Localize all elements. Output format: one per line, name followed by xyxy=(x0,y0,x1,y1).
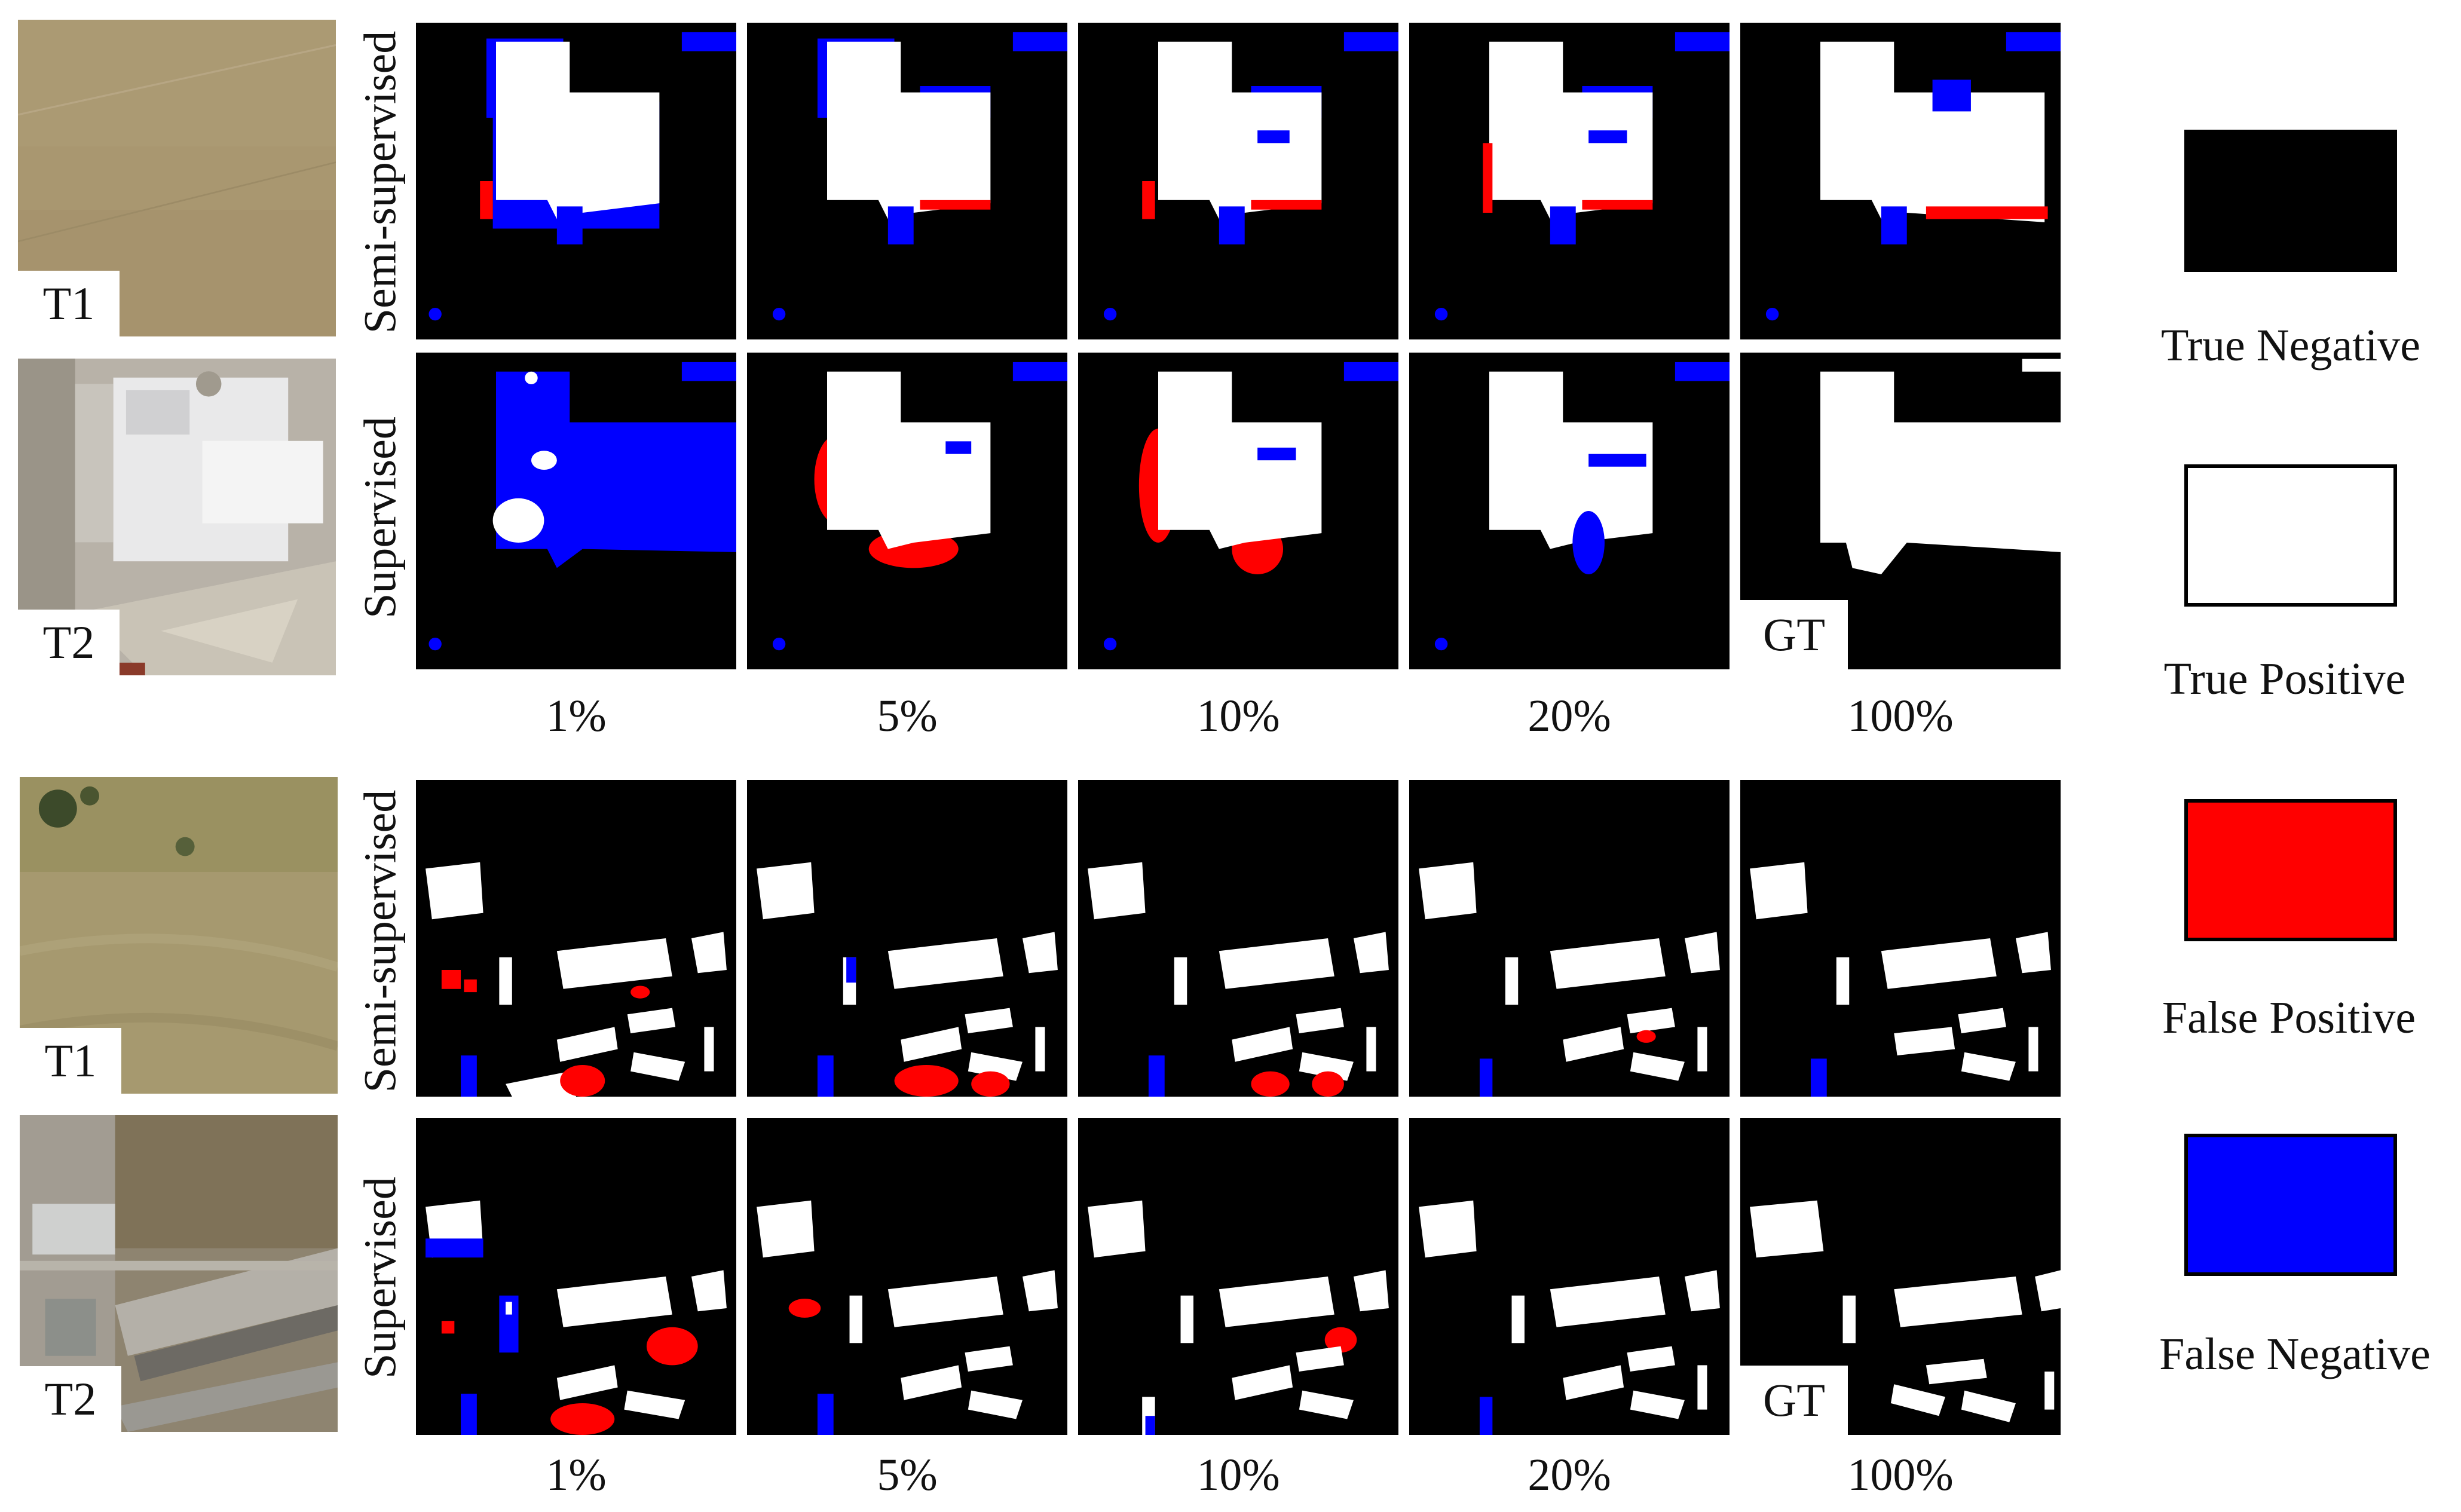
legend-swatch-false-positive xyxy=(2184,799,2397,941)
group1-pct-20: 20% xyxy=(1528,691,1611,741)
group2-pct-20: 20% xyxy=(1528,1450,1611,1500)
group1-pct-100: 100% xyxy=(1847,691,1954,741)
group1-supervised-mask-5pct xyxy=(747,353,1067,669)
group1-semi-mask-1pct xyxy=(416,23,736,339)
group1-t1-image: T1 xyxy=(18,20,336,336)
group2-pct-10: 10% xyxy=(1196,1450,1280,1500)
group2-supervised-mask-10pct xyxy=(1078,1118,1398,1435)
legend-label-true-negative: True Negative xyxy=(2160,320,2421,371)
legend-swatch-true-positive xyxy=(2184,464,2397,607)
group2-t2-image: T2 xyxy=(20,1115,338,1432)
group1-gt-mask: GT xyxy=(1740,353,2061,669)
group2-t1-tag: T1 xyxy=(20,1028,121,1094)
group1-pct-10: 10% xyxy=(1196,691,1280,741)
group2-semi-mask-10pct xyxy=(1078,780,1398,1097)
group1-t2-tag: T2 xyxy=(18,610,120,675)
group1-supervised-mask-1pct xyxy=(416,353,736,669)
group2-semi-mask-20pct xyxy=(1409,780,1730,1097)
group2-gt-tag: GT xyxy=(1740,1366,1848,1435)
group1-semi-mask-100pct xyxy=(1740,23,2061,339)
group2-semi-mask-5pct xyxy=(747,780,1067,1097)
group2-semi-mask-100pct xyxy=(1740,780,2061,1097)
group1-pct-1: 1% xyxy=(546,691,607,741)
group1-pct-5: 5% xyxy=(877,691,938,741)
group2-pct-100: 100% xyxy=(1847,1450,1954,1500)
group2-semi-mask-1pct xyxy=(416,780,736,1097)
group2-supervised-mask-20pct xyxy=(1409,1118,1730,1435)
group1-t2-image: T2 xyxy=(18,359,336,675)
group1-t1-tag: T1 xyxy=(18,271,120,336)
group2-supervised-mask-1pct xyxy=(416,1118,736,1435)
legend-label-false-positive: False Positive xyxy=(2162,993,2416,1043)
group2-pct-5: 5% xyxy=(877,1450,938,1500)
legend-label-false-negative: False Negative xyxy=(2159,1329,2431,1379)
group1-semi-mask-10pct xyxy=(1078,23,1398,339)
group1-supervised-mask-10pct xyxy=(1078,353,1398,669)
group2-gt-mask: GT xyxy=(1740,1118,2061,1435)
group1-semi-mask-20pct xyxy=(1409,23,1730,339)
group2-pct-1: 1% xyxy=(546,1450,607,1500)
group1-gt-tag: GT xyxy=(1740,600,1848,669)
group2-t2-tag: T2 xyxy=(20,1366,121,1432)
group1-semi-mask-5pct xyxy=(747,23,1067,339)
legend-swatch-true-negative xyxy=(2184,130,2397,272)
group1-supervised-mask-20pct xyxy=(1409,353,1730,669)
legend-swatch-false-negative xyxy=(2184,1134,2397,1276)
legend-label-true-positive: True Positive xyxy=(2163,654,2406,704)
group2-t1-image: T1 xyxy=(20,777,338,1094)
group2-supervised-mask-5pct xyxy=(747,1118,1067,1435)
